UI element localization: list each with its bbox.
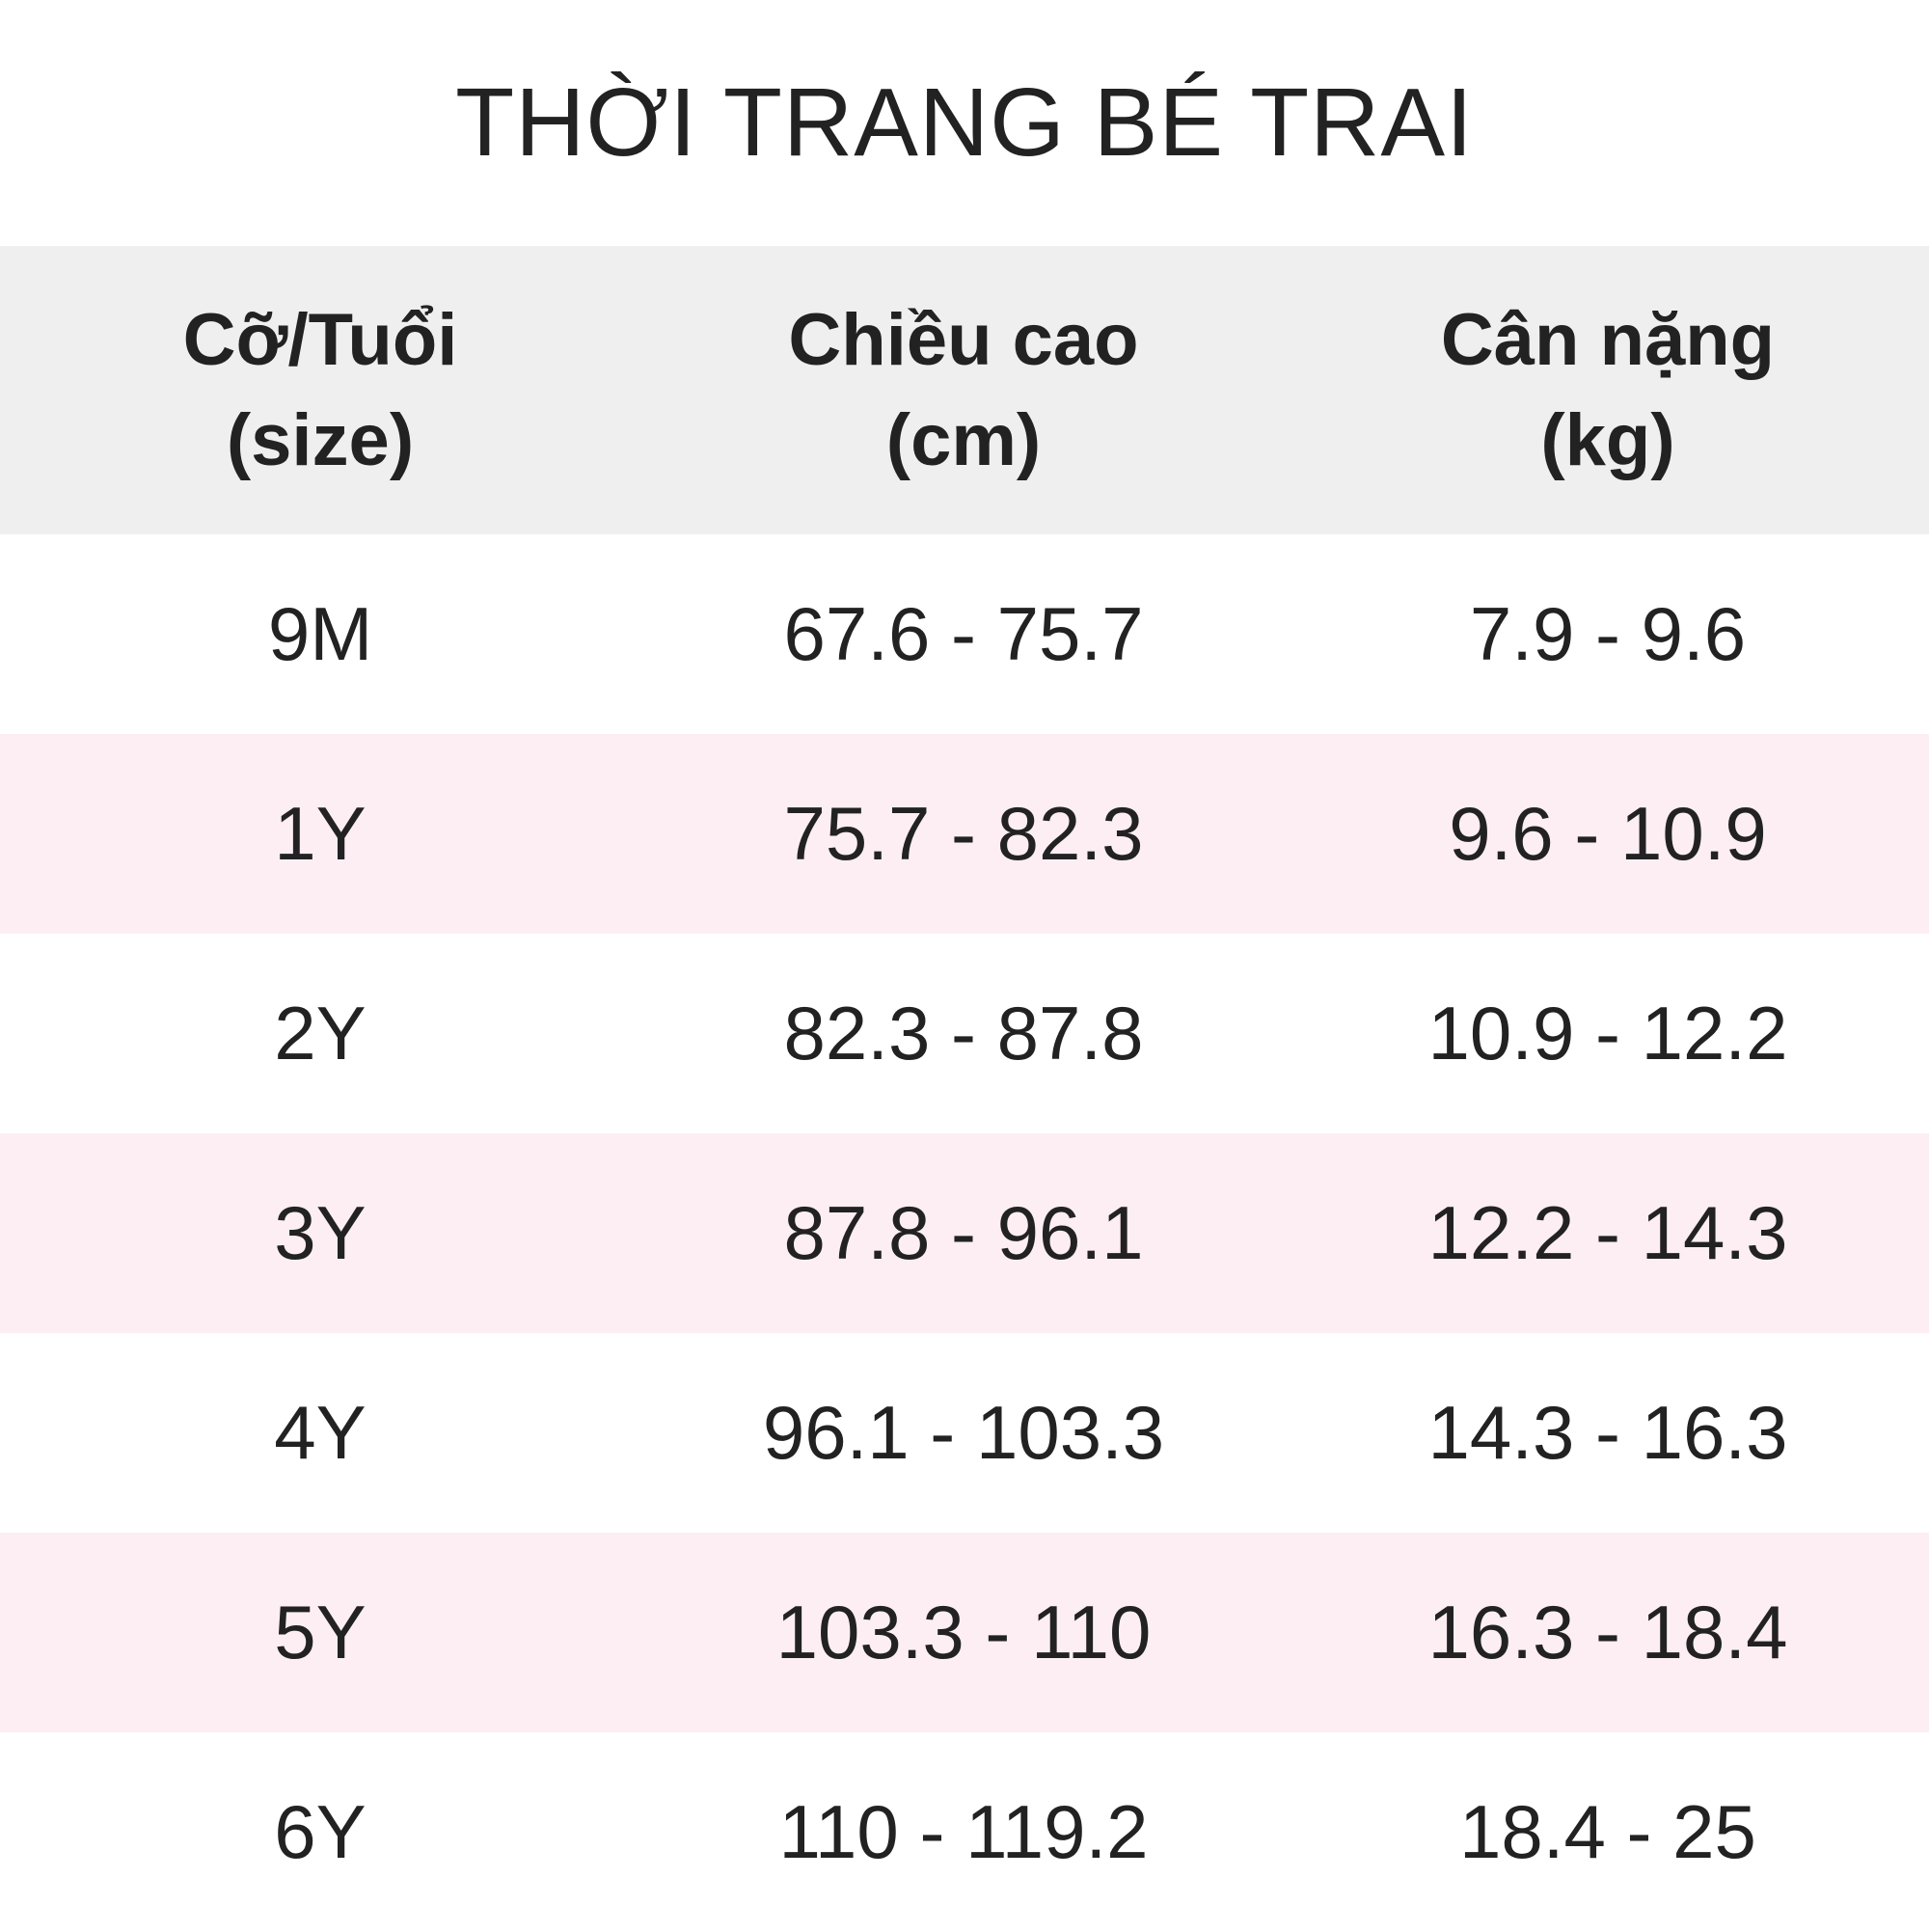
size-table: Cỡ/Tuổi (size) Chiều cao (cm) Cân nặng (… bbox=[0, 246, 1929, 1932]
table-row: 6Y 110 - 119.2 18.4 - 25 bbox=[0, 1732, 1929, 1932]
height-cell: 75.7 - 82.3 bbox=[783, 791, 1144, 876]
height-cell: 87.8 - 96.1 bbox=[783, 1190, 1144, 1275]
size-cell: 2Y bbox=[274, 991, 367, 1075]
size-cell: 4Y bbox=[274, 1390, 367, 1475]
table-row: 5Y 103.3 - 110 16.3 - 18.4 bbox=[0, 1533, 1929, 1732]
header-height-label: Chiều cao bbox=[788, 298, 1139, 381]
weight-cell: 16.3 - 18.4 bbox=[1427, 1590, 1788, 1674]
size-cell: 9M bbox=[267, 591, 373, 676]
table-row: 4Y 96.1 - 103.3 14.3 - 16.3 bbox=[0, 1333, 1929, 1533]
header-height-unit: (cm) bbox=[885, 398, 1042, 481]
header-weight-unit: (kg) bbox=[1540, 398, 1675, 481]
weight-cell: 9.6 - 10.9 bbox=[1449, 791, 1767, 876]
header-weight: Cân nặng (kg) bbox=[1287, 290, 1929, 491]
size-cell: 1Y bbox=[274, 791, 367, 876]
weight-cell: 14.3 - 16.3 bbox=[1427, 1390, 1788, 1475]
page-title: THỜI TRANG BÉ TRAI bbox=[455, 68, 1474, 177]
header-weight-label: Cân nặng bbox=[1440, 298, 1776, 381]
table-row: 1Y 75.7 - 82.3 9.6 - 10.9 bbox=[0, 734, 1929, 934]
height-cell: 103.3 - 110 bbox=[775, 1590, 1152, 1674]
header-size-label: Cỡ/Tuổi bbox=[182, 298, 458, 381]
height-cell: 67.6 - 75.7 bbox=[783, 591, 1144, 676]
header-size-unit: (size) bbox=[226, 398, 415, 481]
table-row: 3Y 87.8 - 96.1 12.2 - 14.3 bbox=[0, 1133, 1929, 1333]
table-row: 9M 67.6 - 75.7 7.9 - 9.6 bbox=[0, 534, 1929, 734]
height-cell: 96.1 - 103.3 bbox=[762, 1390, 1165, 1475]
height-cell: 110 - 119.2 bbox=[778, 1789, 1149, 1874]
header-height: Chiều cao (cm) bbox=[640, 290, 1287, 491]
table-header: Cỡ/Tuổi (size) Chiều cao (cm) Cân nặng (… bbox=[0, 246, 1929, 534]
size-cell: 6Y bbox=[274, 1789, 367, 1874]
table-row: 2Y 82.3 - 87.8 10.9 - 12.2 bbox=[0, 934, 1929, 1133]
weight-cell: 18.4 - 25 bbox=[1459, 1789, 1756, 1874]
size-cell: 3Y bbox=[274, 1190, 367, 1275]
height-cell: 82.3 - 87.8 bbox=[783, 991, 1144, 1075]
header-size: Cỡ/Tuổi (size) bbox=[0, 290, 640, 491]
weight-cell: 10.9 - 12.2 bbox=[1427, 991, 1788, 1075]
size-cell: 5Y bbox=[274, 1590, 367, 1674]
weight-cell: 7.9 - 9.6 bbox=[1469, 591, 1747, 676]
weight-cell: 12.2 - 14.3 bbox=[1427, 1190, 1788, 1275]
